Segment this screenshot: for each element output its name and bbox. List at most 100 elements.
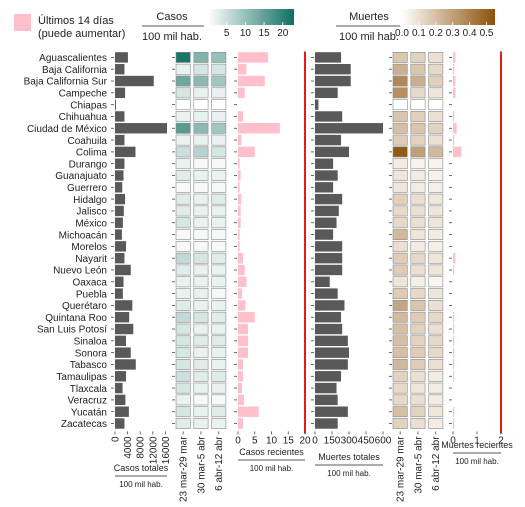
heat-tile [175, 300, 191, 311]
bar [453, 359, 455, 370]
heat-tile [211, 87, 227, 99]
legend-deaths-gradient [402, 9, 495, 25]
bar [315, 312, 342, 323]
heat-tile [410, 335, 426, 347]
heat-tile [410, 370, 426, 382]
state-label: Campeche [59, 89, 108, 100]
bar [115, 300, 133, 311]
heat-tile [428, 63, 444, 75]
heat-tile [392, 158, 408, 170]
bar [238, 64, 247, 75]
heat-tile [211, 418, 227, 429]
state-label: Nayarit [75, 254, 107, 265]
bar [115, 335, 127, 347]
heat-tile [211, 63, 227, 75]
heat-tile [175, 264, 191, 276]
axis-tick-label: 150 [324, 435, 341, 446]
heat-tile [211, 406, 227, 418]
bar [315, 241, 343, 252]
heat-tile [211, 122, 227, 134]
state-label: Ciudad de México [27, 124, 107, 135]
heat-tile [392, 193, 408, 205]
heat-tile [193, 87, 209, 99]
bar [315, 146, 349, 158]
bar [238, 347, 249, 358]
bar [453, 347, 455, 358]
bar [115, 347, 131, 358]
axis-title: Muertes recientes [441, 440, 513, 450]
heat-tile [410, 382, 426, 394]
bar [315, 323, 343, 335]
bar [315, 111, 343, 122]
heat-tile [211, 359, 227, 370]
heat-tile [193, 99, 209, 111]
heat-tile [410, 311, 426, 323]
heat-tile [211, 311, 227, 323]
bar [238, 406, 259, 417]
heat-tile [410, 229, 426, 240]
legend-deaths-tick-label: 0.5 [480, 28, 494, 39]
heat-tile [410, 134, 426, 146]
bar [238, 217, 241, 228]
bar [238, 359, 244, 370]
heat-tile [392, 359, 408, 370]
heat-tile [410, 205, 426, 217]
axis-tick-label: 450 [358, 435, 375, 446]
heat-tile [392, 406, 408, 418]
heat-tile [392, 99, 408, 111]
heat-tile [211, 229, 227, 240]
heat-tile [410, 300, 426, 311]
state-label: Puebla [76, 289, 108, 300]
heat-tile [211, 111, 227, 122]
state-label: Querétaro [62, 301, 107, 312]
heat-tile [428, 276, 444, 288]
heat-tile [392, 205, 408, 217]
heat-tile [175, 158, 191, 170]
heat-tile [410, 158, 426, 170]
axis-title: Casos recientes [239, 447, 304, 457]
bar [115, 193, 126, 205]
bar [115, 371, 127, 382]
state-label: Oaxaca [73, 277, 108, 288]
heat-tile [392, 170, 408, 181]
heat-tile [392, 418, 408, 429]
legend: Últimos 14 días (puede aumentar) Casos 1… [14, 9, 495, 43]
bar [238, 111, 244, 122]
heat-tile [175, 347, 191, 359]
state-label: Nuevo León [53, 266, 107, 277]
heat-tile [175, 229, 191, 240]
heat-tile [428, 99, 444, 111]
bar [115, 323, 134, 335]
heat-tile [392, 229, 408, 240]
state-label: Sinaloa [74, 337, 108, 348]
heat-tile [392, 276, 408, 288]
heat-tile [175, 418, 191, 429]
axis-tick-label: 300 [341, 435, 358, 446]
bar [315, 276, 330, 287]
week-label: 23 mar-29 mar [396, 436, 407, 502]
legend-cases-title: Casos [156, 11, 188, 23]
heat-tile [211, 347, 227, 359]
bar [315, 205, 339, 217]
heat-tile [428, 406, 444, 418]
heat-tile [175, 170, 191, 181]
bar [453, 418, 455, 429]
axis-tick-label: 0 [235, 435, 241, 446]
heat-tile [175, 252, 191, 264]
heat-tile [410, 52, 426, 63]
panel-total-deaths: 0 150 300 450 600 Muertes totales 100 mil hab. [311, 52, 392, 478]
bar [115, 170, 124, 181]
axis-unit: 100 mil hab. [250, 464, 294, 473]
bar [115, 111, 125, 122]
state-label: Yucatán [71, 407, 107, 418]
axis-unit: 100 mil hab. [119, 480, 163, 489]
axis-tick-label: 15 [283, 435, 295, 446]
heat-tile [428, 323, 444, 335]
bar [115, 382, 123, 394]
heat-tile [428, 288, 444, 300]
heat-tile [193, 418, 209, 429]
heat-tile [392, 335, 408, 347]
heat-tile [410, 418, 426, 429]
state-label: Tlaxcala [70, 384, 108, 395]
